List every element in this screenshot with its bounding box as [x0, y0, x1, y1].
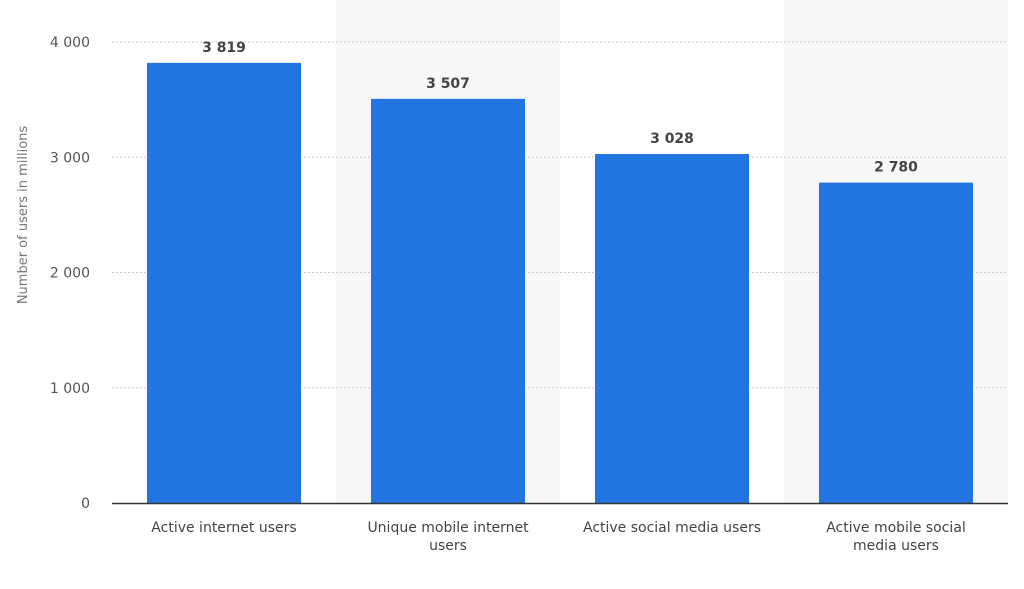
value-labels: 3 819 3 507 3 028 2 780 [202, 40, 918, 176]
value-label: 2 780 [874, 160, 918, 176]
bar [819, 182, 973, 504]
bars [147, 62, 973, 504]
x-tick-label-line: Active mobile social [826, 520, 966, 536]
x-tick-label: Active mobile social media users [826, 520, 966, 554]
value-label: 3 507 [426, 76, 470, 92]
y-axis-title: Number of users in millions [16, 126, 31, 305]
x-tick-label: Unique mobile internet users [367, 520, 529, 554]
y-tick-label: 0 [81, 496, 90, 512]
category-labels: Active internet users Unique mobile inter… [151, 520, 966, 554]
x-tick-label-line: Unique mobile internet [367, 520, 529, 536]
y-tick-label: 1 000 [50, 381, 90, 397]
x-tick-label: Active social media users [583, 520, 761, 536]
bar [595, 154, 749, 503]
y-tick-label: 4 000 [50, 35, 90, 51]
value-label: 3 819 [202, 40, 246, 56]
bar [147, 62, 301, 503]
x-tick-label: Active internet users [151, 520, 296, 536]
y-axis-ticks: 0 1 000 2 000 3 000 4 000 [50, 35, 90, 512]
value-label: 3 028 [650, 131, 694, 147]
x-tick-label-line: media users [853, 538, 939, 554]
x-tick-label-line: Active internet users [151, 520, 296, 536]
bar [371, 98, 525, 504]
x-tick-label-line: Active social media users [583, 520, 761, 536]
y-tick-label: 2 000 [50, 266, 90, 282]
x-tick-label-line: users [429, 538, 467, 554]
y-tick-label: 3 000 [50, 150, 90, 166]
